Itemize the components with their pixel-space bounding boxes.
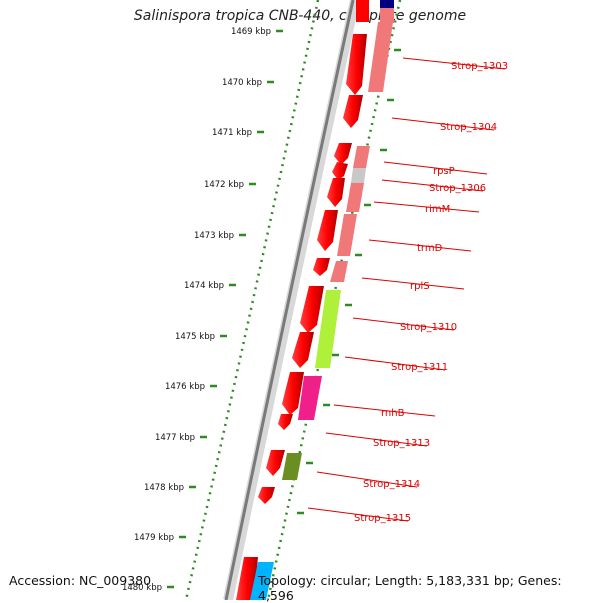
gene-label: Strop_1306 (429, 183, 486, 194)
gene-leader-line (344, 356, 446, 371)
backbone-shadow (223, 0, 360, 600)
kbp-label: 1471 kbp (212, 128, 252, 138)
gene-block-rimM (346, 183, 364, 212)
gene-arrow-12 (266, 450, 285, 476)
gene-arrow-6 (317, 210, 338, 251)
gene-arrow-11 (278, 414, 293, 430)
gene-features (236, 0, 394, 600)
kbp-scale: 1469 kbp 1470 kbp 1471 kbp 1472 kbp 1473 kbp… (122, 27, 283, 593)
gene-leader-line (352, 317, 455, 331)
gene-arrow-1 (346, 34, 367, 95)
gene-label: Strop_1314 (363, 479, 420, 490)
gene-block-strop-1314 (282, 453, 302, 480)
gene-label: rpsP (433, 166, 455, 177)
kbp-label: 1475 kbp (175, 332, 215, 342)
gene-block-strop-1306 (351, 168, 366, 183)
gene-arrow-9 (292, 332, 314, 368)
gene-block-cyan (250, 562, 274, 600)
gene-block-rplS (330, 261, 348, 282)
gene-leader-line (361, 277, 465, 290)
gene-label: Strop_1303 (451, 61, 508, 72)
gene-leader-line (391, 117, 495, 131)
kbp-label: 1474 kbp (184, 281, 224, 291)
gene-label: trmD (417, 243, 443, 254)
gene-top-navy (380, 0, 394, 8)
gene-block-strop-1310 (315, 290, 341, 368)
gene-arrow-2 (343, 95, 363, 128)
kbp-label: 1480 kbp (122, 583, 162, 593)
kbp-label: 1479 kbp (134, 533, 174, 543)
gene-arrow-10 (282, 372, 304, 415)
gene-label: rimM (425, 204, 450, 215)
gene-top-red (356, 0, 369, 22)
genome-summary-text: Topology: circular; Length: 5,183,331 bp… (258, 573, 562, 603)
gene-label: Strop_1310 (400, 322, 457, 333)
gene-leader-line (368, 239, 472, 252)
gene-label: Strop_1315 (354, 513, 411, 524)
gene-arrow-13 (258, 487, 275, 504)
gene-labels: Strop_1303 Strop_1304 rpsP Strop_1306 rimM tr… (307, 57, 508, 524)
gene-leader-line (307, 507, 409, 522)
gene-leader-line (381, 179, 484, 192)
gene-arrow-7 (313, 258, 330, 276)
right-ticks (297, 48, 401, 515)
gene-leader-line (373, 201, 480, 213)
gene-arrow-3 (334, 143, 352, 165)
gene-leader-line (402, 57, 506, 70)
kbp-label: 1470 kbp (222, 78, 262, 88)
gene-label: rnhB (381, 408, 405, 419)
kbp-label: 1469 kbp (231, 27, 271, 37)
kbp-label: 1476 kbp (165, 382, 205, 392)
gene-block-trmD (337, 214, 357, 256)
kbp-label: 1478 kbp (144, 483, 184, 493)
kbp-label: 1473 kbp (194, 231, 234, 241)
gene-label: Strop_1311 (391, 362, 448, 373)
scale-ring (184, 0, 320, 600)
gene-leader-line (325, 432, 428, 447)
kbp-label: 1477 kbp (155, 433, 195, 443)
accession-text: Accession: NC_009380 (9, 573, 152, 588)
gene-label: rplS (410, 281, 430, 292)
gene-arrow-4 (332, 162, 348, 180)
gene-label: Strop_1313 (373, 438, 430, 449)
gene-top-pink (380, 8, 394, 23)
gene-block-rpsP (353, 146, 370, 168)
gene-leader-line (316, 471, 418, 488)
gene-leader-line (333, 404, 436, 417)
gene-label: Strop_1304 (440, 122, 497, 133)
gene-arrow-5 (327, 178, 345, 207)
gene-arrow-8 (300, 286, 324, 333)
gene-block-rnhB (298, 376, 322, 420)
gene-block-strop-1303 (368, 22, 393, 92)
gene-leader-line (383, 161, 488, 175)
backbone-track (224, 0, 355, 600)
kbp-label: 1472 kbp (204, 180, 244, 190)
